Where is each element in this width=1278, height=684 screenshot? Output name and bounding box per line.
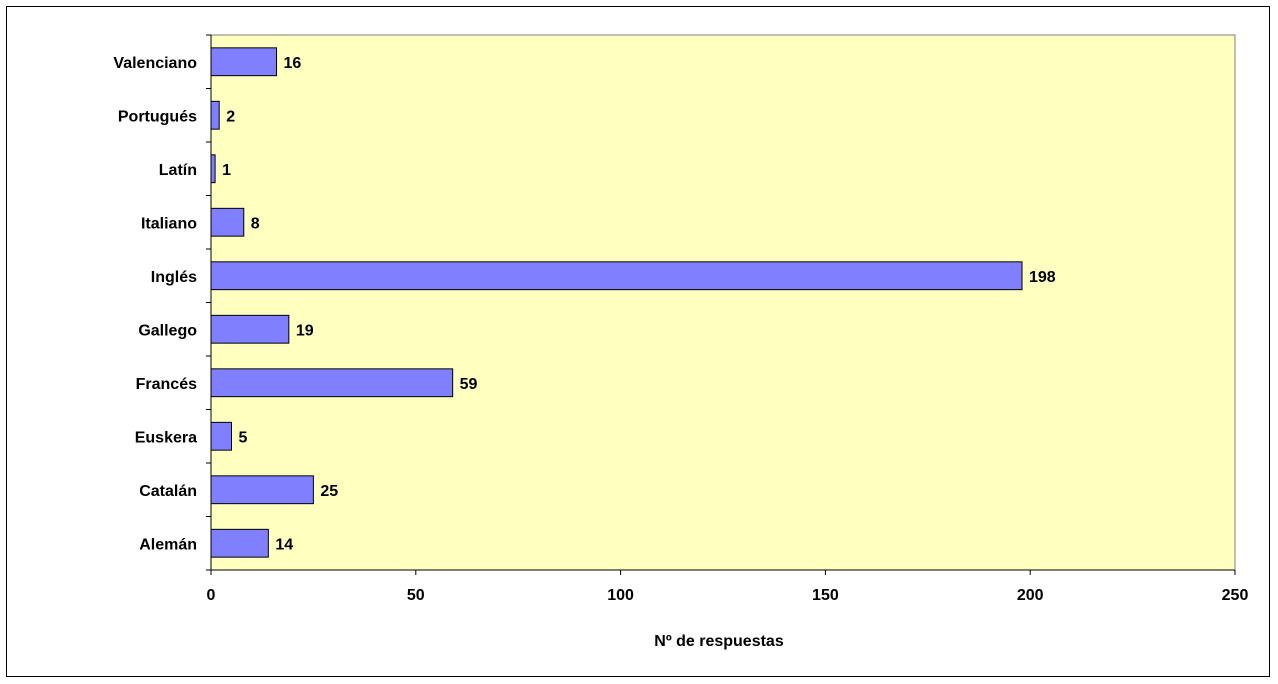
x-axis-title: Nº de respuestas <box>654 633 784 650</box>
category-label: Inglés <box>151 269 197 286</box>
x-tick-label: 50 <box>407 587 425 604</box>
bar-chart: Alemán Catalán Euskera Francés Gallego Inglés… <box>113 34 1249 650</box>
plot-area <box>210 34 1236 571</box>
category-label: Francés <box>136 376 197 393</box>
x-tick-label: 200 <box>1017 587 1044 604</box>
bar <box>210 421 232 451</box>
data-label: 16 <box>284 55 302 72</box>
bar <box>210 528 269 558</box>
bar <box>210 207 245 237</box>
x-tick-label: 250 <box>1222 587 1249 604</box>
data-label: 59 <box>460 376 478 393</box>
category-label: Catalán <box>139 483 197 500</box>
data-label: 14 <box>275 536 293 553</box>
x-tick-label: 150 <box>812 587 839 604</box>
data-label: 25 <box>320 483 338 500</box>
data-label: 198 <box>1029 269 1056 286</box>
bar <box>210 475 314 505</box>
category-label: Alemán <box>139 536 197 553</box>
bar <box>210 261 1023 291</box>
category-label: Latín <box>159 162 197 179</box>
data-label: 2 <box>226 108 235 125</box>
data-label: 5 <box>238 429 247 446</box>
x-tick-label: 100 <box>607 587 634 604</box>
data-label: 19 <box>296 322 314 339</box>
category-label: Euskera <box>135 429 197 446</box>
bar <box>210 368 454 398</box>
bar <box>210 100 220 130</box>
chart-frame: Alemán Catalán Euskera Francés Gallego Inglés… <box>6 6 1270 677</box>
category-label: Valenciano <box>113 55 197 72</box>
category-label: Portugués <box>118 108 197 125</box>
data-label: 1 <box>222 162 231 179</box>
bar <box>210 47 278 77</box>
x-tick-label: 0 <box>207 587 216 604</box>
bar <box>210 154 216 184</box>
category-label: Gallego <box>138 322 197 339</box>
data-label: 8 <box>251 215 260 232</box>
category-label: Italiano <box>141 215 197 232</box>
bar <box>210 314 290 344</box>
